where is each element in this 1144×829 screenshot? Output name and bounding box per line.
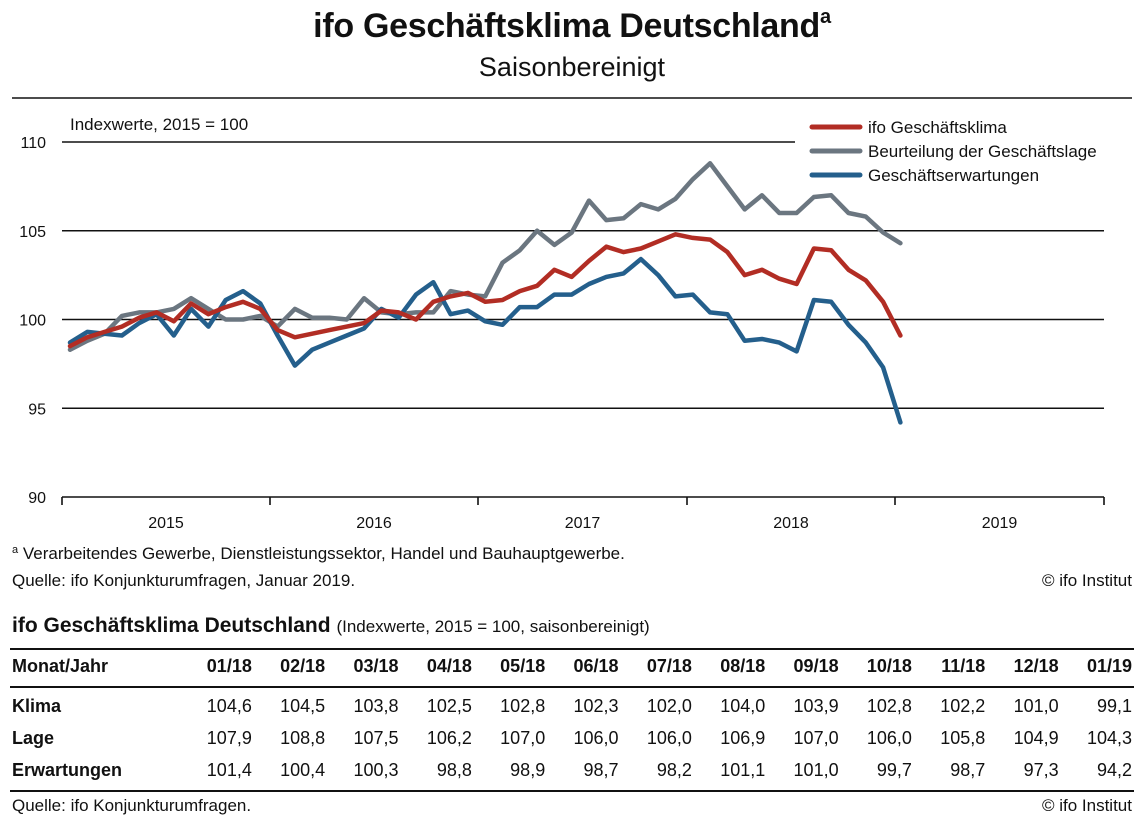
table-cell: 102,2 [940, 695, 986, 716]
column-header: 08/18 [720, 655, 766, 676]
y-tick-label: 90 [28, 490, 46, 507]
row-label: Klima [12, 695, 62, 716]
y-tick-label: 100 [19, 313, 46, 330]
table-cell: 98,8 [400, 752, 474, 792]
legend-label: ifo Geschäftsklima [868, 118, 1007, 137]
table-heading-title: ifo Geschäftsklima Deutschland [12, 614, 331, 637]
y-tick-label: 105 [19, 224, 46, 241]
table-cell: 102,0 [646, 695, 692, 716]
table-cell: 102,3 [573, 695, 619, 716]
table-header-row: Monat/Jahr 01/18 02/18 03/18 04/18 05/18 06/1… [10, 649, 1134, 687]
row-label: Erwartungen [10, 752, 181, 792]
column-header: 06/18 [573, 655, 619, 676]
table-cell: 104,5 [280, 695, 326, 716]
series-line [67, 161, 903, 352]
page-subtitle: Saisonbereinigt [478, 52, 666, 82]
chart-source: Quelle: ifo Konjunkturumfragen, Januar 2… [12, 571, 356, 590]
table-cell: 100,3 [327, 752, 401, 792]
table-cell: 107,9 [206, 727, 252, 748]
table-cell: 94,2 [1060, 752, 1134, 792]
table-cell: 104,0 [720, 695, 766, 716]
table-cell: 98,7 [913, 752, 988, 792]
table-cell: 103,9 [793, 695, 839, 716]
footnote: a Verarbeitendes Gewerbe, Dienstleistung… [12, 544, 625, 564]
x-tick-label: 2017 [565, 515, 601, 532]
table-cell: 106,0 [646, 727, 692, 748]
table-row: Erwartungen 101,4 100,4 100,3 98,8 98,9 98,7 98… [10, 752, 1134, 792]
y-tick-label: 110 [20, 135, 46, 152]
footnote-marker: a [12, 544, 19, 556]
column-header: 04/18 [426, 655, 472, 676]
data-table: Monat/Jahr 01/18 02/18 03/18 04/18 05/18 06/1… [10, 648, 1134, 792]
x-tick-label: 2019 [982, 515, 1018, 532]
table-cell: 98,7 [547, 752, 621, 792]
column-header: 07/18 [646, 655, 692, 676]
series-line [67, 256, 903, 425]
legend-label: Beurteilung der Geschäftslage [868, 142, 1097, 161]
series-lines [67, 161, 903, 425]
column-header: 11/18 [941, 655, 986, 676]
chart-copyright: © ifo Institut [1041, 571, 1132, 590]
y-axis-label: Indexwerte, 2015 = 100 [70, 115, 248, 134]
table-cell: 101,0 [767, 752, 841, 792]
x-tick-label: 2018 [773, 515, 809, 532]
column-header: 02/18 [280, 655, 326, 676]
table-cell: 101,0 [1013, 695, 1059, 716]
table-cell: 106,0 [573, 727, 619, 748]
column-header: 12/18 [1013, 655, 1059, 676]
row-label: Lage [12, 727, 55, 748]
line-chart: 90 95 100 105 110 2015 2016 2017 2018 2019 Index… [12, 97, 1132, 532]
table-cell: 98,9 [473, 752, 548, 792]
table-cell: 105,8 [940, 727, 986, 748]
table-heading: ifo Geschäftsklima Deutschland (Indexwer… [12, 614, 650, 638]
table-cell: 101,1 [693, 752, 768, 792]
table-cell: 107,5 [353, 727, 399, 748]
title-text: ifo Geschäftsklima Deutschland [313, 7, 820, 45]
table-cell: 103,8 [353, 695, 399, 716]
column-header: 03/18 [353, 655, 399, 676]
table-cell: 100,4 [253, 752, 328, 792]
table-cell: 106,0 [866, 727, 912, 748]
table-copyright: © ifo Institut [1041, 796, 1132, 815]
column-header: 05/18 [500, 655, 546, 676]
table-cell: 108,8 [280, 727, 326, 748]
x-tick-label: 2016 [356, 515, 392, 532]
column-header: 10/18 [866, 655, 912, 676]
header-label: Monat/Jahr [12, 655, 109, 676]
table-cell: 98,2 [620, 752, 694, 792]
table-row: Klima 104,6 104,5 103,8 102,5 102,8 102,3 102,0… [10, 687, 1134, 720]
column-header: 01/19 [1086, 655, 1132, 676]
y-tick-label: 95 [28, 401, 46, 418]
table-cell: 104,3 [1086, 727, 1132, 748]
y-axis-ticks: 90 95 100 105 110 [19, 135, 46, 507]
page-title: ifo Geschäftsklima Deutschlanda [0, 6, 1144, 46]
x-tick-label: 2015 [148, 515, 184, 532]
table-cell: 101,4 [180, 752, 254, 792]
column-header: 09/18 [793, 655, 839, 676]
table-cell: 102,5 [426, 695, 472, 716]
table-cell: 99,7 [840, 752, 914, 792]
column-header: 01/18 [206, 655, 252, 676]
title-footnote-marker: a [819, 6, 831, 28]
legend: ifo Geschäftsklima Beurteilung der Geschä… [809, 118, 1097, 185]
table-cell: 102,8 [500, 695, 546, 716]
table-cell: 107,0 [793, 727, 839, 748]
footnote-text: Verarbeitendes Gewerbe, Dienstleistungss… [22, 544, 625, 563]
x-axis: 2015 2016 2017 2018 2019 [61, 496, 1105, 532]
table-cell: 104,6 [206, 695, 252, 716]
table-row: Lage 107,9 108,8 107,5 106,2 107,0 106,0 106,0 1… [10, 720, 1134, 752]
legend-label: Geschäftserwartungen [868, 166, 1039, 185]
table-heading-note: (Indexwerte, 2015 = 100, saisonbereinigt… [336, 617, 650, 636]
table-cell: 97,3 [987, 752, 1061, 792]
table-cell: 107,0 [500, 727, 546, 748]
table-cell: 99,1 [1096, 695, 1132, 716]
series-line [67, 232, 903, 349]
table-source: Quelle: ifo Konjunkturumfragen. [12, 796, 252, 815]
table-cell: 106,2 [426, 727, 472, 748]
table-cell: 104,9 [1013, 727, 1059, 748]
table-cell: 102,8 [866, 695, 912, 716]
table-cell: 106,9 [720, 727, 766, 748]
table-body: Klima 104,6 104,5 103,8 102,5 102,8 102,3 102,0… [10, 687, 1134, 792]
